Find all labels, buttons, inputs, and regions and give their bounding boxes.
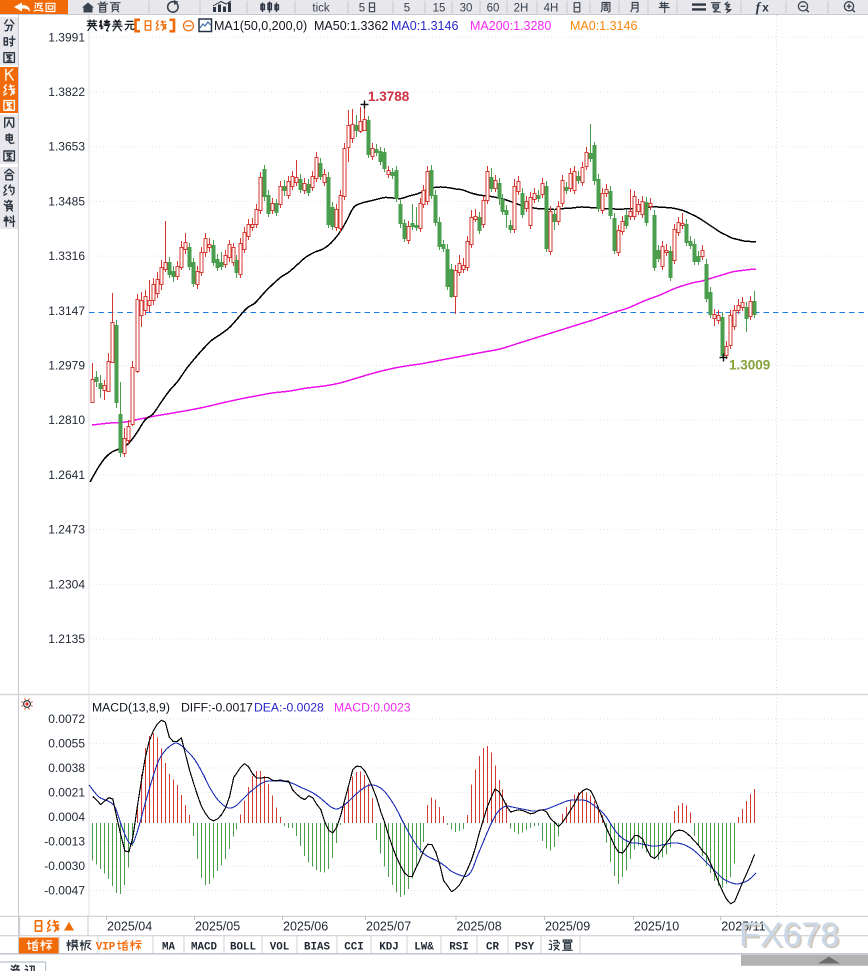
svg-text:MACD(13,8,9): MACD(13,8,9)	[92, 701, 170, 715]
svg-text:2025/08: 2025/08	[457, 920, 502, 934]
svg-text:MACD: MACD	[191, 941, 217, 953]
svg-text:2025/05: 2025/05	[195, 920, 240, 934]
svg-text:1.3822: 1.3822	[48, 85, 85, 99]
svg-text:0.0055: 0.0055	[48, 737, 85, 751]
svg-text:MACD:0.0023: MACD:0.0023	[334, 701, 411, 715]
svg-text:CCI: CCI	[344, 941, 363, 953]
svg-text:0.0004: 0.0004	[48, 810, 85, 824]
svg-text:MA1(50,0,200,0): MA1(50,0,200,0)	[214, 19, 307, 33]
svg-text:DEA:-0.0028: DEA:-0.0028	[254, 701, 324, 715]
svg-text:-0.0047: -0.0047	[44, 884, 85, 898]
svg-text:tick: tick	[312, 3, 330, 15]
svg-text:1.2473: 1.2473	[48, 523, 85, 537]
svg-text:MA50:1.3362: MA50:1.3362	[314, 19, 388, 33]
svg-text:1.2979: 1.2979	[48, 359, 85, 373]
svg-text:1.3009: 1.3009	[729, 358, 770, 373]
svg-text:VIP: VIP	[96, 941, 116, 953]
svg-text:x: x	[762, 1, 769, 15]
svg-text:0.0038: 0.0038	[48, 761, 85, 775]
svg-text:2025/04: 2025/04	[107, 920, 152, 934]
svg-text:MA0:1.3146: MA0:1.3146	[570, 19, 637, 33]
svg-text:LW&: LW&	[414, 941, 434, 953]
svg-text:CR: CR	[486, 941, 499, 953]
svg-text:0.0072: 0.0072	[48, 712, 85, 726]
svg-text:1.3316: 1.3316	[48, 249, 85, 263]
svg-text:VOL: VOL	[270, 941, 289, 953]
svg-text:60: 60	[487, 3, 500, 15]
svg-text:1.3485: 1.3485	[48, 194, 85, 208]
svg-text:1.2810: 1.2810	[48, 413, 85, 427]
svg-text:DIFF:-0.0017: DIFF:-0.0017	[181, 701, 253, 715]
svg-text:2025/10: 2025/10	[634, 920, 679, 934]
svg-text:1.2641: 1.2641	[48, 468, 85, 482]
svg-text:f: f	[756, 0, 762, 15]
svg-text:-0.0030: -0.0030	[44, 859, 85, 873]
svg-text:FX678: FX678	[741, 918, 841, 956]
svg-text:1.3653: 1.3653	[48, 140, 85, 154]
svg-text:1.2304: 1.2304	[48, 577, 85, 591]
svg-text:-0.0013: -0.0013	[44, 835, 85, 849]
svg-text:5: 5	[359, 3, 365, 15]
svg-text:RSI: RSI	[449, 941, 468, 953]
svg-text:2025/06: 2025/06	[283, 920, 328, 934]
svg-text:PSY: PSY	[515, 941, 535, 953]
svg-text:MA0:1.3146: MA0:1.3146	[391, 19, 458, 33]
svg-text:2H: 2H	[514, 3, 529, 15]
svg-text:1.3991: 1.3991	[48, 30, 85, 44]
svg-text:KDJ: KDJ	[379, 941, 398, 953]
svg-text:0.0021: 0.0021	[48, 786, 85, 800]
svg-text:2025/11: 2025/11	[721, 920, 765, 934]
svg-text:15: 15	[433, 3, 446, 15]
svg-text:4H: 4H	[544, 3, 559, 15]
svg-text:2025/09: 2025/09	[545, 920, 590, 934]
svg-text:MA: MA	[162, 941, 175, 953]
svg-text:5: 5	[404, 3, 410, 15]
svg-text:1.3788: 1.3788	[368, 89, 410, 104]
svg-text:1.2135: 1.2135	[48, 632, 85, 646]
svg-text:1.3147: 1.3147	[48, 304, 85, 318]
svg-text:BOLL: BOLL	[230, 941, 256, 953]
svg-text:FX678: FX678	[739, 916, 839, 954]
svg-text:MA200:1.3280: MA200:1.3280	[470, 19, 551, 33]
svg-text:30: 30	[460, 3, 473, 15]
svg-text:BIAS: BIAS	[304, 941, 330, 953]
svg-text:2025/07: 2025/07	[366, 920, 411, 934]
